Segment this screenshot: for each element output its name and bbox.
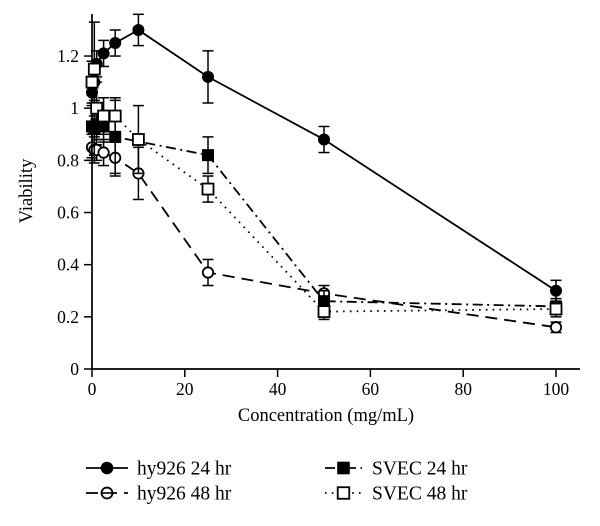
legend-label: hy926 48 hr [137,484,232,505]
open-square-marker [201,182,215,196]
filled-circle-marker [97,47,110,60]
y-tick-label: 0.4 [57,255,79,275]
legend-item-svec-24-hr: SVEC 24 hr [325,459,468,480]
legend-item-svec-48-hr: SVEC 48 hr [325,484,468,505]
x-tick-label: 20 [176,379,194,399]
legend: hy926 24 hr hy926 48 hr SVEC 24 hr SVEC 48 … [86,459,468,505]
series-svec-48-hr [85,21,563,321]
legend-item-hy926-48-hr: hy926 48 hr [86,484,232,505]
filled-circle-marker [132,23,145,36]
y-axis-title: Viability [17,158,37,223]
filled-circle-marker [100,461,114,475]
x-tick-label: 60 [362,379,380,399]
legend-label: hy926 24 hr [137,459,232,480]
open-square-marker [317,305,331,319]
open-circle-marker [201,266,215,279]
open-square-marker [90,101,104,115]
open-square-marker [97,109,110,123]
x-tick-label: 0 [88,379,97,399]
y-tick-label: 0.6 [57,203,79,223]
x-tick-label: 100 [543,379,570,399]
y-tick-label: 1 [70,98,79,118]
y-tick-label: 0.2 [57,307,79,327]
filled-circle-marker [202,70,214,83]
axes: 0 20 40 60 80 100 0 0.2 0.4 0.6 0.8 1 1.2 Concentrati… [17,14,580,426]
open-square-marker [85,75,99,89]
x-tick-label: 80 [454,379,472,399]
legend-label: SVEC 48 hr [372,484,468,505]
legend-label: SVEC 24 hr [372,459,468,480]
filled-circle-marker [109,37,122,49]
legend-item-hy926-24-hr: hy926 24 hr [86,459,232,480]
x-tick-label: 40 [269,379,287,399]
open-square-marker [549,302,563,316]
open-circle-marker [549,321,563,334]
y-tick-label: 0.8 [57,150,79,170]
filled-square-marker [337,461,350,475]
series-line-hy926-24-hr [91,28,557,292]
series-hy926-24-hr [86,13,562,302]
filled-circle-marker [318,133,330,146]
open-square-marker [108,109,122,123]
open-square-marker [87,62,101,76]
filled-circle-marker [550,284,562,297]
open-square-marker [131,133,145,146]
filled-square-marker [109,130,122,143]
open-square-marker [336,486,351,500]
x-axis-title: Concentration (mg/mL) [238,406,414,426]
filled-square-marker [202,149,214,162]
y-tick-label: 1.2 [57,46,79,66]
y-tick-label: 0 [70,359,79,379]
open-circle-marker [97,146,110,159]
series-line-svec-48-hr [91,68,557,313]
